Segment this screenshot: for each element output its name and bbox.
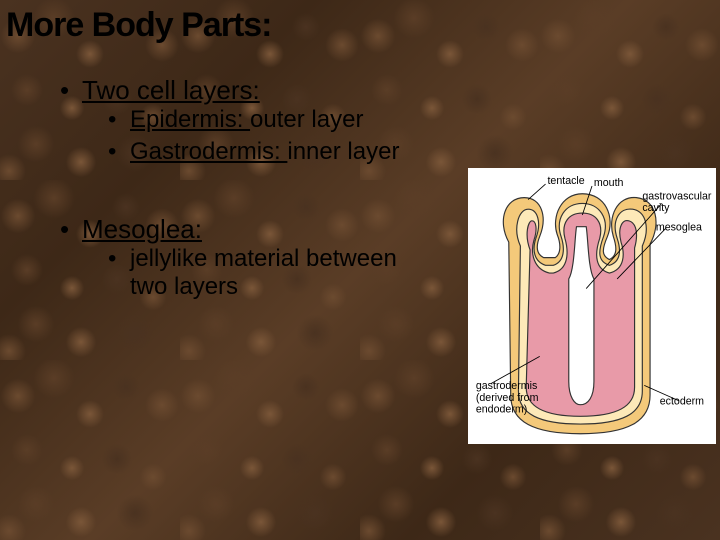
label-gastrovascular: gastrovascular: [642, 191, 712, 203]
label-gastrodermis-1: gastrodermis: [476, 380, 537, 392]
bullet-mesoglea-desc: jellylike material between two layers: [108, 245, 420, 301]
bullet-list: Two cell layers: Epidermis: outer layer …: [60, 75, 420, 301]
slide: More Body Parts: Two cell layers: Epider…: [0, 0, 720, 540]
slide-title: More Body Parts:: [0, 0, 720, 45]
label-gastrodermis-2: (derived from: [476, 392, 539, 404]
label-cavity: cavity: [642, 202, 670, 214]
label-mesoglea: mesoglea: [656, 222, 702, 234]
bullet-epidermis: Epidermis: outer layer: [108, 106, 420, 134]
heading-mesoglea: Mesoglea:: [82, 214, 202, 244]
label-ectoderm: ectoderm: [660, 396, 704, 408]
heading-two-cell-layers: Two cell layers:: [82, 75, 260, 105]
label-gastrodermis: Gastrodermis:: [130, 138, 287, 165]
bullet-gastrodermis: Gastrodermis: inner layer: [108, 138, 420, 166]
bullet-mesoglea: Mesoglea: jellylike material between two…: [60, 214, 420, 301]
content-area: Two cell layers: Epidermis: outer layer …: [0, 45, 420, 301]
anatomy-svg: tentacle mouth gastrovascular cavity mes…: [472, 172, 712, 440]
text-mesoglea-desc: jellylike material between two layers: [130, 245, 397, 300]
text-epidermis: outer layer: [250, 106, 363, 133]
anatomy-diagram: tentacle mouth gastrovascular cavity mes…: [468, 168, 716, 444]
spacer: [60, 172, 420, 214]
label-gastrodermis-3: endoderm): [476, 403, 527, 415]
label-mouth: mouth: [594, 177, 624, 189]
label-tentacle: tentacle: [547, 175, 584, 187]
text-gastrodermis: inner layer: [287, 138, 399, 165]
label-epidermis: Epidermis:: [130, 106, 250, 133]
bullet-two-cell-layers: Two cell layers: Epidermis: outer layer …: [60, 75, 420, 166]
